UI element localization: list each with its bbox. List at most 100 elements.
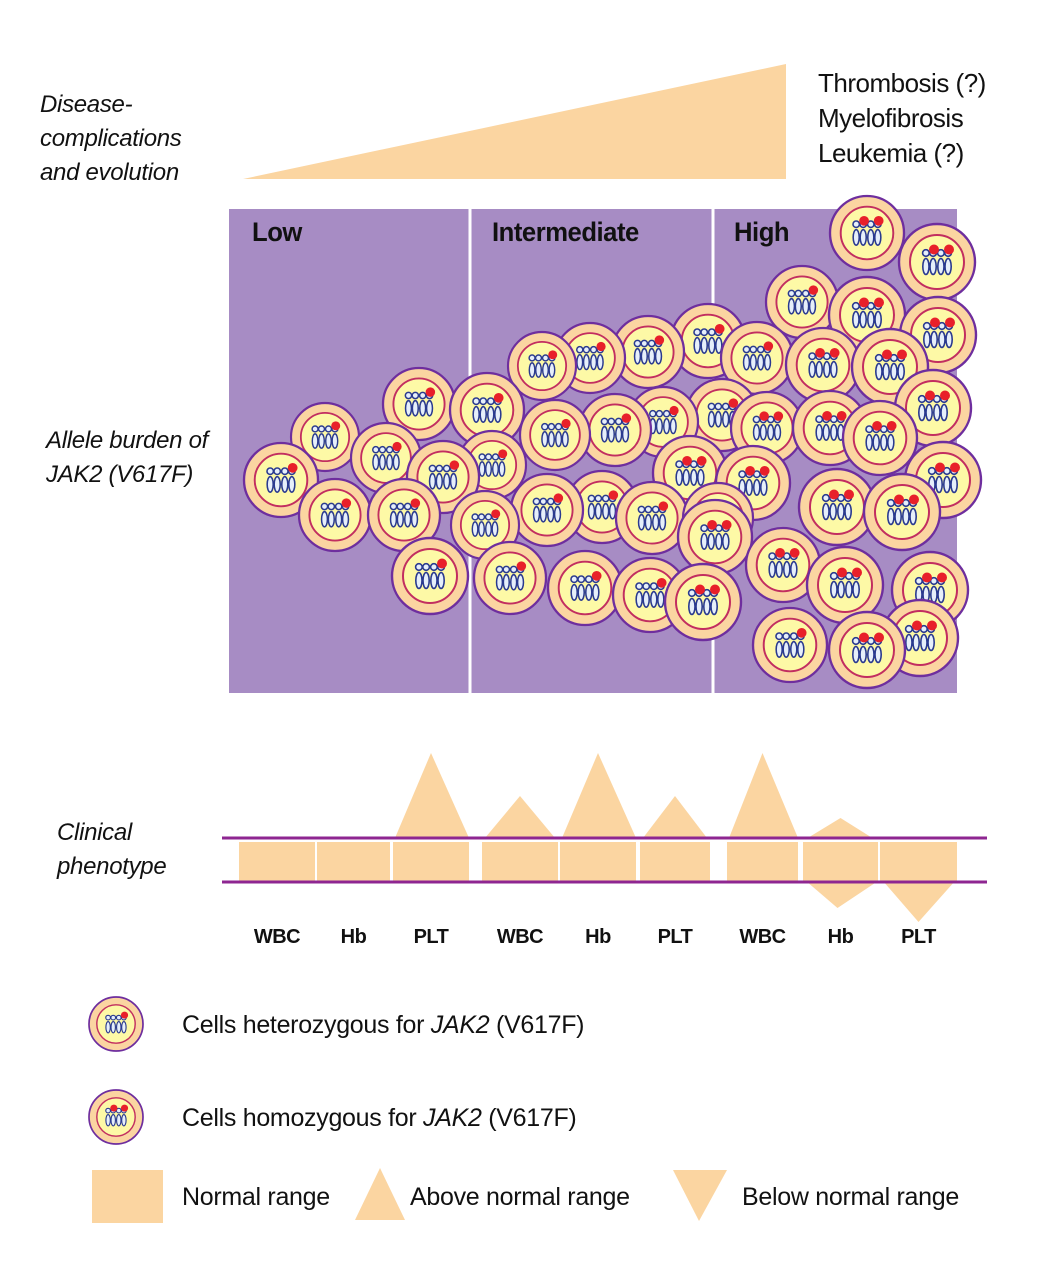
cell-homozygous xyxy=(744,526,822,604)
above-normal-triangle xyxy=(485,796,555,838)
mutation-dot xyxy=(935,462,945,473)
cell-heterozygous xyxy=(349,421,423,495)
mutation-dot xyxy=(808,285,819,295)
mutation-dot xyxy=(775,547,785,558)
legend-hom-pre: Cells homozygous for xyxy=(182,1104,424,1132)
above-normal-triangle xyxy=(395,753,469,838)
cell-heterozygous xyxy=(506,330,578,402)
mutation-dot xyxy=(829,347,840,358)
cell-heterozygous xyxy=(546,549,624,627)
mutation-dot xyxy=(927,620,937,631)
legend-above-normal-label: Above normal range xyxy=(410,1183,630,1211)
cell-homozygous xyxy=(797,467,877,547)
mutation-dot xyxy=(721,519,732,530)
phenotype-bar-plt xyxy=(640,842,710,881)
mutation-dot xyxy=(922,572,932,583)
mutation-dot xyxy=(882,349,892,360)
mutation-dot xyxy=(553,493,564,503)
mutation-dot xyxy=(491,509,501,519)
cell-heterozygous xyxy=(751,606,829,684)
mutation-dot xyxy=(287,462,298,473)
mutation-dot xyxy=(493,392,504,403)
clinical-phenotype-label: Clinical phenotype xyxy=(57,816,167,884)
cell-homozygous xyxy=(676,498,754,576)
complications-list: Thrombosis (?) Myelofibrosis Leukemia (?… xyxy=(818,66,986,171)
mutation-dot xyxy=(796,627,807,638)
mutation-dot xyxy=(894,494,904,505)
mutation-dot xyxy=(498,449,508,459)
mutation-dot xyxy=(815,347,825,358)
legend-heterozygous-label: Cells heterozygous for JAK2 (V617F) xyxy=(182,1011,585,1039)
above-normal-triangle xyxy=(729,753,798,838)
legend-homozygous-label: Cells homozygous for JAK2 (V617F) xyxy=(182,1104,577,1132)
legend-below-normal-label: Below normal range xyxy=(742,1183,959,1211)
mutation-dot xyxy=(410,498,421,508)
cell-homozygous xyxy=(897,222,977,302)
mutation-dot xyxy=(829,489,839,500)
phenotype-bar-plt xyxy=(880,842,957,881)
phenotype-bar-hb xyxy=(803,842,878,881)
mutation-dot xyxy=(759,465,770,476)
disease-evolution-line3: and evolution xyxy=(40,159,179,186)
mutation-dot xyxy=(886,420,897,431)
mutation-dot xyxy=(745,465,755,476)
allele-burden-label: Allele burden of JAK2 (V617F) xyxy=(46,424,208,492)
mutation-dot xyxy=(437,558,447,569)
complication-leukemia: Leukemia (?) xyxy=(818,138,964,168)
mutation-dot xyxy=(710,584,720,595)
phenotype-bar-hb xyxy=(560,842,636,881)
zone-label-low: Low xyxy=(252,217,302,247)
mutation-dot xyxy=(714,323,725,334)
marker-label-wbc: WBC xyxy=(739,926,786,948)
cell-homozygous xyxy=(898,295,978,375)
cell-heterozygous xyxy=(390,536,470,616)
mutation-dot xyxy=(944,244,954,255)
mutation-dot xyxy=(449,460,460,470)
cell-heterozygous xyxy=(448,371,526,449)
legend-het-post: (V617F) xyxy=(489,1011,585,1039)
above-normal-triangle xyxy=(643,796,707,838)
mutation-dot xyxy=(844,489,854,500)
cell-homozygous xyxy=(805,545,885,625)
legend-below-triangle-icon xyxy=(673,1170,727,1221)
clinical-phenotype-line1: Clinical xyxy=(57,819,132,846)
mutation-dot xyxy=(654,335,665,345)
cell-heterozygous xyxy=(366,477,442,553)
mutation-dot xyxy=(874,297,884,308)
cell-heterozygous xyxy=(518,398,592,472)
mutation-dot xyxy=(930,317,940,328)
mutation-dot xyxy=(836,410,847,421)
mutation-dot xyxy=(608,490,619,500)
marker-label-plt: PLT xyxy=(901,926,936,948)
legend-above-triangle-icon xyxy=(355,1168,405,1220)
mutation-dot xyxy=(859,297,869,308)
legend-hom-post: (V617F) xyxy=(481,1104,577,1132)
cell-heterozygous xyxy=(297,477,373,553)
complication-myelofibrosis: Myelofibrosis xyxy=(818,103,964,133)
marker-label-hb: Hb xyxy=(585,926,611,948)
legend-normal-range-swatch xyxy=(92,1170,163,1223)
mutation-dot xyxy=(656,577,667,588)
cell-heterozygous xyxy=(509,472,585,548)
legend-het-pre: Cells heterozygous for xyxy=(182,1011,431,1039)
marker-label-plt: PLT xyxy=(413,926,449,948)
mutation-dot xyxy=(859,632,869,643)
legend-hom-gene: JAK2 xyxy=(423,1104,482,1132)
mutation-dot xyxy=(425,387,436,397)
phenotype-bar-wbc xyxy=(727,842,798,881)
mutation-dot xyxy=(120,1104,129,1112)
mutation-dot xyxy=(695,584,705,595)
cell-heterozygous xyxy=(449,489,521,561)
phenotype-bar-wbc xyxy=(482,842,558,881)
cell-heterozygous xyxy=(242,441,320,519)
mutation-dot xyxy=(822,410,832,421)
mutation-dot xyxy=(341,498,352,508)
mutation-dot xyxy=(120,1011,129,1019)
phenotype-bar-plt xyxy=(393,842,469,881)
mutation-dot xyxy=(950,462,960,473)
mutation-dot xyxy=(937,572,947,583)
cell-heterozygous xyxy=(719,320,795,396)
complication-thrombosis: Thrombosis (?) xyxy=(818,68,986,98)
marker-label-hb: Hb xyxy=(827,926,854,948)
